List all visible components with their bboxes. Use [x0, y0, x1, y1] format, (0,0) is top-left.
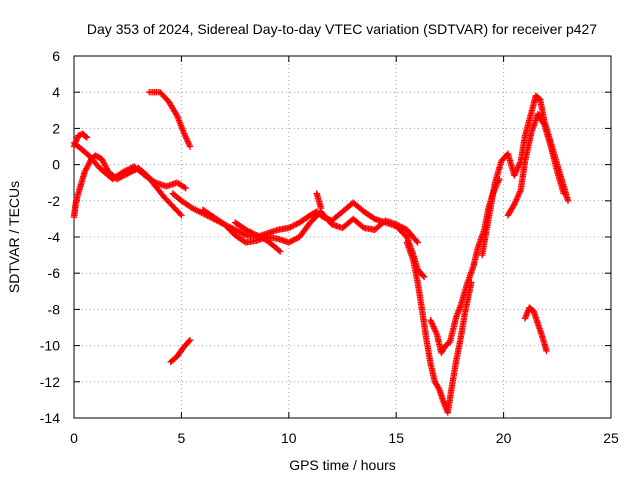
- y-tick-label: 6: [52, 48, 60, 64]
- data-point: [82, 133, 90, 140]
- x-axis-title: GPS time / hours: [289, 457, 396, 473]
- axes: [73, 55, 612, 419]
- data-point: [435, 384, 442, 391]
- data-point: [185, 338, 193, 345]
- series-track-low-right: [521, 304, 550, 355]
- series-track-mid-b: [199, 206, 421, 246]
- data-point: [540, 120, 547, 127]
- data-point: [560, 190, 567, 197]
- y-axis-title: SDTVAR / TECUs: [6, 181, 22, 293]
- x-tick-label: 25: [603, 430, 619, 446]
- data-point: [359, 223, 366, 231]
- x-tick-label: 10: [281, 430, 297, 446]
- series-track-high-arc: [145, 89, 194, 150]
- y-tick-label: 0: [52, 157, 60, 173]
- y-tick-label: -2: [48, 193, 61, 209]
- x-tick-label: 15: [388, 430, 404, 446]
- grid: [74, 56, 611, 418]
- series-track-mid-c: [231, 219, 284, 255]
- data-point: [182, 184, 189, 192]
- data-point: [420, 273, 428, 281]
- series-track-morning-b: [70, 152, 185, 221]
- series-track-dip: [403, 239, 475, 416]
- data-marks: [70, 89, 572, 416]
- x-tick-label: 5: [178, 430, 186, 446]
- y-tick-label: 2: [52, 120, 60, 136]
- data-point: [543, 347, 550, 355]
- data-point: [419, 272, 427, 279]
- chart-title: Day 353 of 2024, Sidereal Day-to-day VTE…: [87, 21, 597, 37]
- y-tick-label: -4: [48, 229, 61, 245]
- y-tick-label: -6: [48, 265, 61, 281]
- data-point: [176, 210, 184, 218]
- x-tick-label: 20: [496, 430, 512, 446]
- data-point: [275, 247, 283, 254]
- data-point: [186, 336, 194, 344]
- data-point: [277, 248, 284, 255]
- data-point: [186, 143, 194, 150]
- data-point: [414, 239, 421, 246]
- y-tick-label: 4: [52, 84, 60, 100]
- data-point: [317, 204, 325, 212]
- data-point: [178, 212, 185, 219]
- y-tick-label: -12: [40, 374, 60, 390]
- data-point: [413, 237, 420, 245]
- y-tick-label: -8: [48, 301, 61, 317]
- series-track-early-peak: [70, 130, 91, 150]
- data-point: [564, 197, 572, 204]
- series-isolated-points: [313, 190, 325, 212]
- tick-labels: 0 5 10 15 20 25 -14 -12 -10 -8 -6 -4 -2 0 2 4 6: [40, 48, 619, 446]
- series-track-low-left: [167, 336, 194, 366]
- data-point: [83, 134, 91, 141]
- y-tick-label: -14: [40, 410, 60, 426]
- data-point: [370, 214, 377, 222]
- series-track-rise-b: [504, 110, 567, 219]
- y-tick-label: -10: [40, 338, 60, 354]
- x-tick-label: 0: [70, 430, 78, 446]
- data-point: [181, 184, 188, 191]
